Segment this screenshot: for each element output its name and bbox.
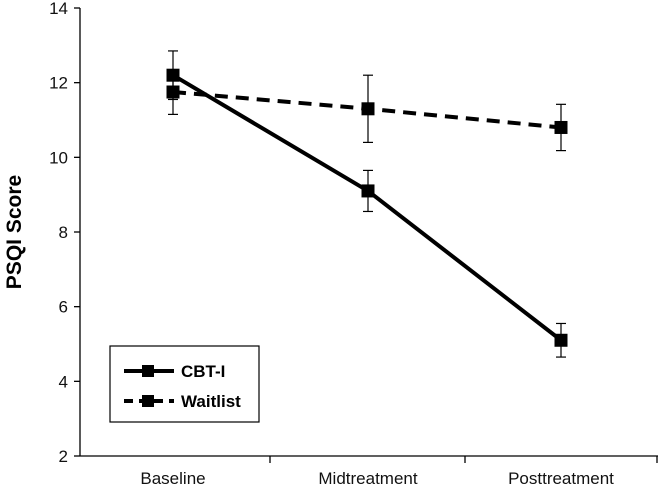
y-tick-label: 6 <box>59 298 68 317</box>
legend-label-waitlist: Waitlist <box>181 392 241 411</box>
data-point-waitlist <box>166 85 180 99</box>
series-markers <box>166 68 568 347</box>
data-point-cbt-i <box>554 333 568 347</box>
x-tick-label: Baseline <box>140 469 205 488</box>
legend-swatch-marker-waitlist <box>142 395 154 407</box>
data-point-cbt-i <box>166 68 180 82</box>
legend-label-cbt-i: CBT-I <box>181 362 225 381</box>
y-tick-label: 10 <box>49 148 68 167</box>
data-point-waitlist <box>554 120 568 134</box>
data-point-waitlist <box>361 102 375 116</box>
y-tick-label: 2 <box>59 447 68 466</box>
y-tick-label: 12 <box>49 74 68 93</box>
legend-swatch-marker-cbt-i <box>142 365 154 377</box>
legend-box <box>109 345 260 423</box>
legend: CBT-I Waitlist <box>109 345 260 423</box>
y-tick-label: 8 <box>59 223 68 242</box>
x-tick-label: Posttreatment <box>508 469 614 488</box>
axes: 2 4 6 8 10 12 14 Baseline Midtreatment Posttreatm… <box>3 0 658 488</box>
y-tick-label: 14 <box>49 0 68 18</box>
data-point-cbt-i <box>361 184 375 198</box>
y-tick-label: 4 <box>59 372 68 391</box>
y-axis-title: PSQI Score <box>3 175 26 289</box>
x-tick-label: Midtreatment <box>318 469 417 488</box>
